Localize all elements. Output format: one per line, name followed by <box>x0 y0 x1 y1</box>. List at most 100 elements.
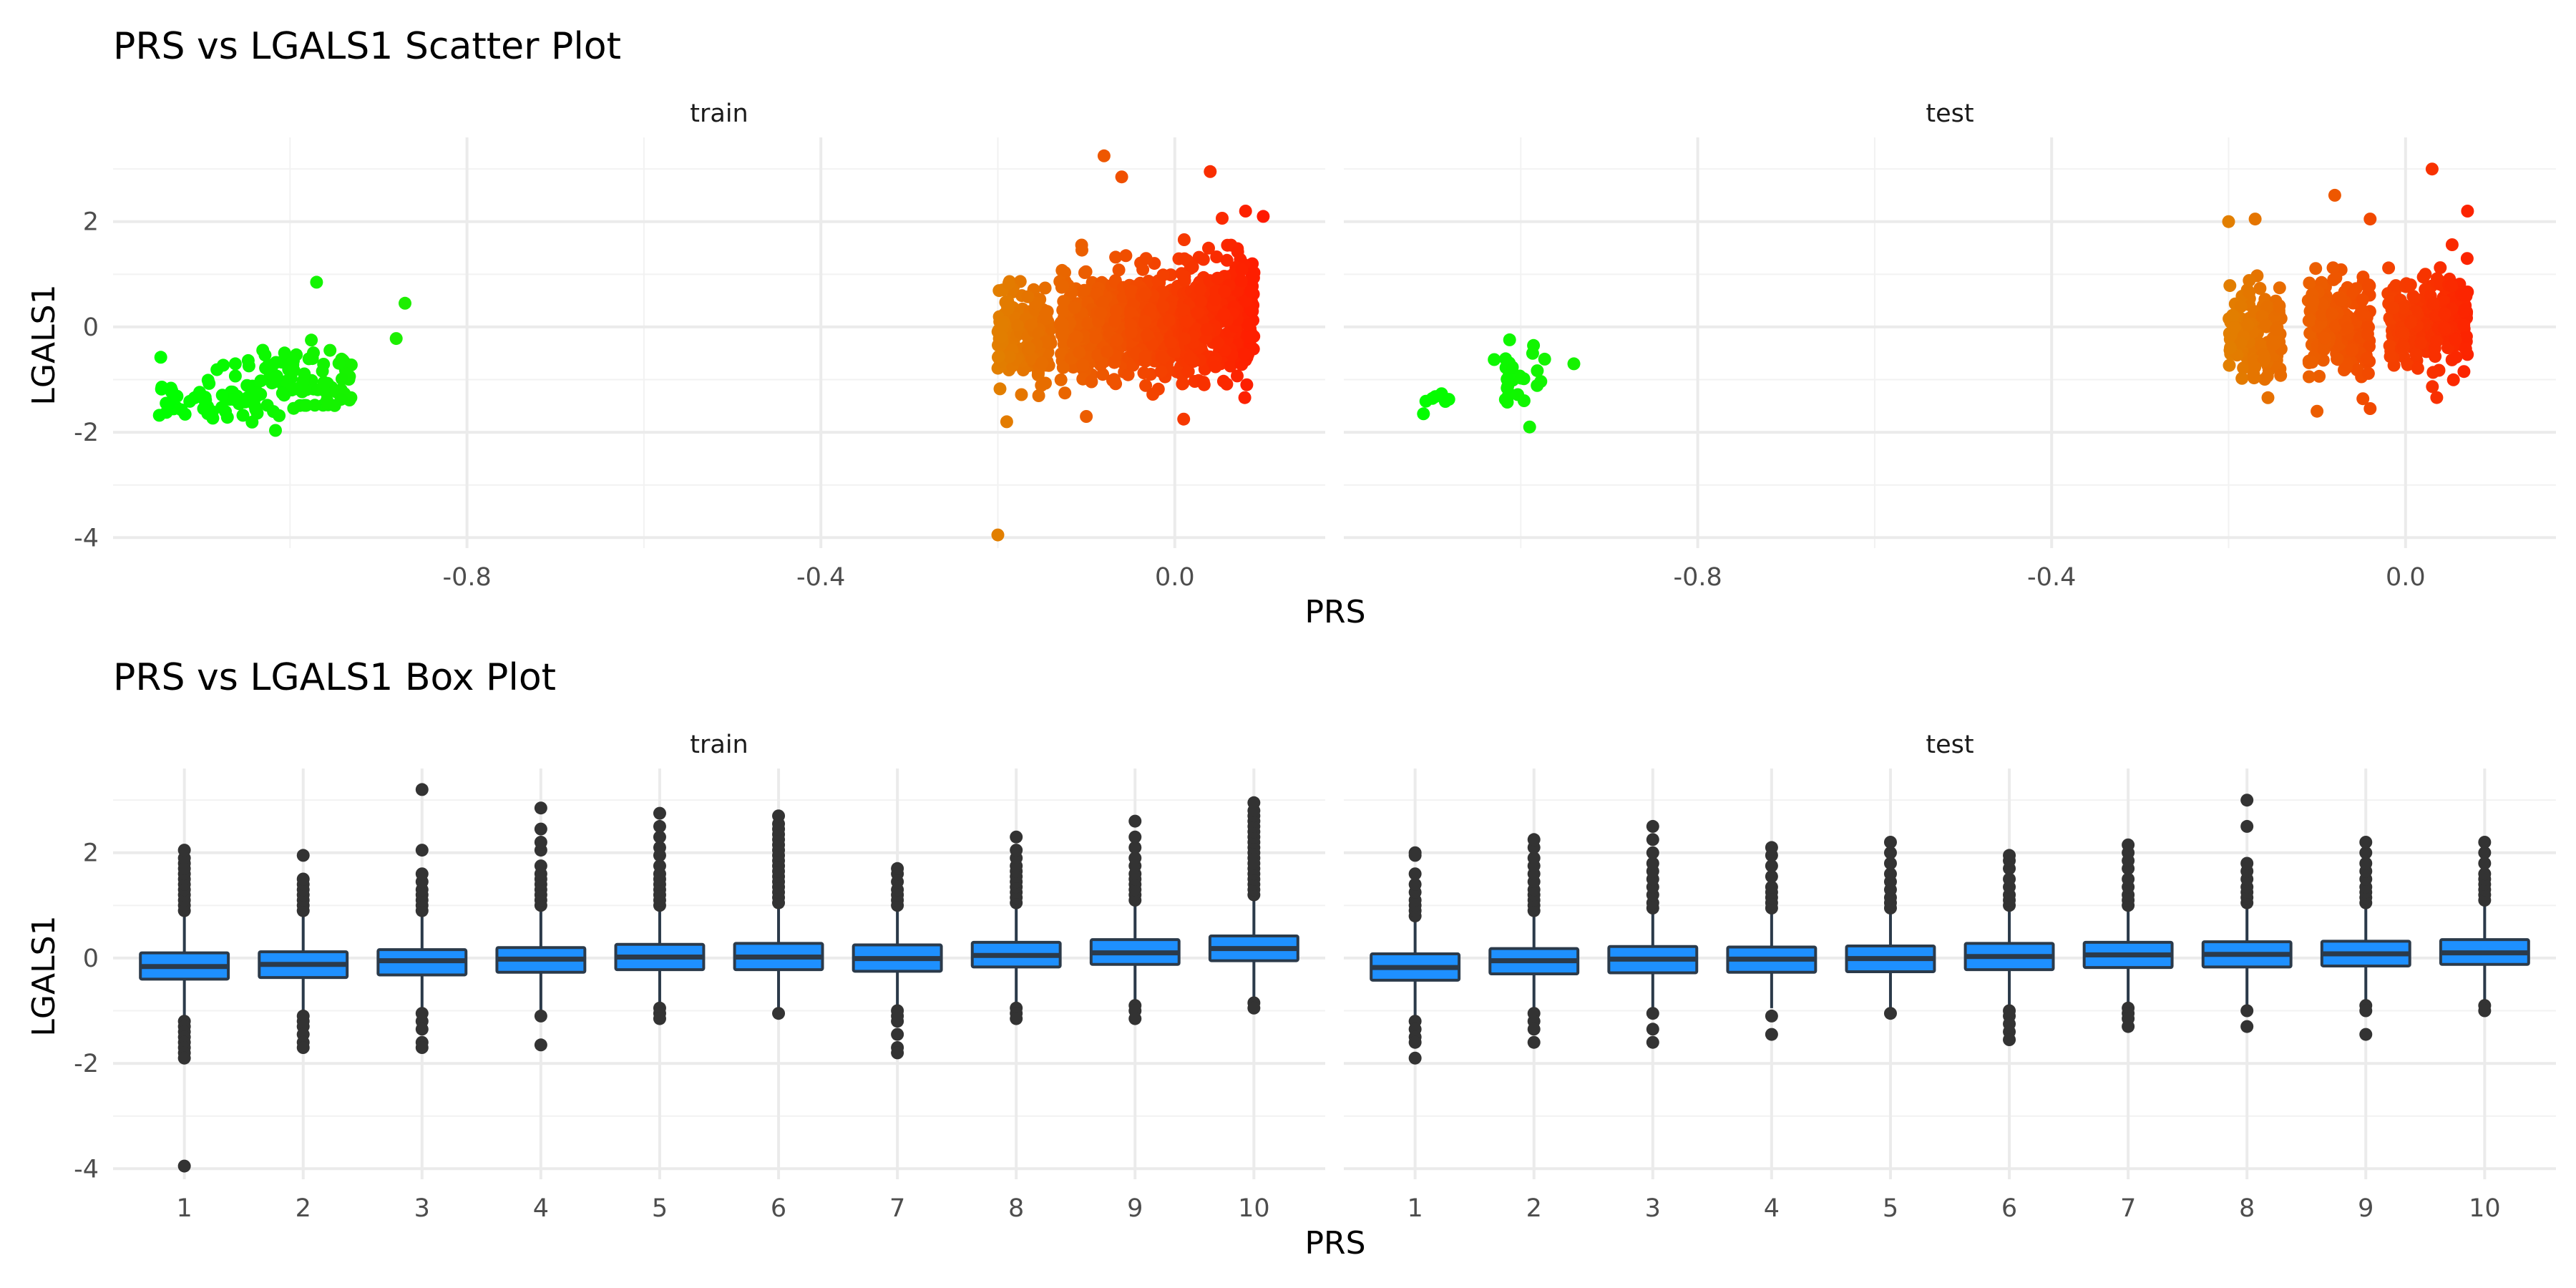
box-outlier <box>296 849 310 862</box>
box-outlier <box>1010 1012 1023 1025</box>
scatter-point <box>270 369 283 383</box>
scatter-point <box>155 381 169 394</box>
box-outlier <box>1646 819 1659 833</box>
scatter-point <box>2261 391 2275 404</box>
scatter-point <box>278 346 291 360</box>
scatter-point <box>1146 388 1160 401</box>
scatter-point <box>1246 271 1260 285</box>
box-outlier <box>1247 1001 1261 1015</box>
box-x-tick-label: 3 <box>414 1194 430 1223</box>
scatter-point <box>1178 270 1191 283</box>
scatter-point <box>1178 332 1191 346</box>
scatter-point <box>201 407 215 420</box>
scatter-point <box>1231 369 1244 383</box>
box-outlier <box>1765 869 1778 883</box>
box-group-9 <box>2320 836 2411 1041</box>
scatter-point <box>1112 263 1126 277</box>
box-group-2 <box>258 849 349 1054</box>
box-group-3 <box>376 783 468 1054</box>
scatter-y-tick-label: 2 <box>83 208 99 237</box>
scatter-point <box>2449 351 2463 364</box>
box-outlier <box>2359 1004 2373 1018</box>
scatter-point <box>2257 354 2270 367</box>
scatter-y-tick-label: 0 <box>83 313 99 342</box>
scatter-point <box>1023 341 1036 355</box>
scatter-x-tick-label: 0.0 <box>1155 563 1195 592</box>
box-outlier <box>891 862 904 875</box>
box-outlier <box>2240 819 2254 833</box>
box-panel-train: train 1 2 3 4 5 6 7 8 9 10 -4 -2 0 2 <box>74 731 1325 1223</box>
scatter-point <box>2457 365 2471 379</box>
scatter-point <box>2243 286 2256 299</box>
scatter-point <box>1210 250 1224 263</box>
box-group-1 <box>139 844 230 1173</box>
scatter-x-tick-label: -0.4 <box>796 563 845 592</box>
scatter-point <box>2266 338 2280 351</box>
scatter-point <box>2389 279 2403 293</box>
scatter-point <box>1125 326 1138 339</box>
scatter-point <box>328 399 341 412</box>
box-x-tick-label: 2 <box>296 1194 311 1223</box>
scatter-point <box>1138 287 1152 301</box>
scatter-point <box>2309 262 2323 275</box>
scatter-point <box>1101 345 1114 358</box>
scatter-point <box>2223 358 2236 372</box>
scatter-point <box>2459 342 2472 356</box>
box-outlier <box>1128 814 1142 828</box>
scatter-point <box>1517 372 1531 386</box>
scatter-point <box>2449 333 2462 346</box>
scatter-point <box>215 401 228 414</box>
scatter-point <box>2411 361 2424 375</box>
scatter-point <box>2438 307 2451 321</box>
box-x-tick-label: 8 <box>1008 1194 1024 1223</box>
scatter-point <box>2430 334 2444 348</box>
box-outlier <box>1765 880 1778 894</box>
box-outlier <box>2240 1004 2254 1018</box>
scatter-point <box>1156 351 1169 364</box>
scatter-x-tick-label: -0.4 <box>2027 563 2076 592</box>
scatter-point <box>389 332 403 346</box>
scatter-point <box>1011 318 1025 332</box>
box-group-8 <box>2201 794 2293 1033</box>
scatter-point <box>2460 252 2474 265</box>
box-outlier <box>1128 1012 1142 1025</box>
scatter-point <box>2430 391 2444 404</box>
scatter-point <box>2248 213 2262 226</box>
scatter-point <box>1075 243 1088 257</box>
box-group-4 <box>1726 841 1818 1041</box>
scatter-point <box>1056 361 1070 374</box>
box-group-2 <box>1488 833 1580 1049</box>
box-outlier <box>653 841 666 854</box>
scatter-point <box>2334 293 2348 307</box>
scatter-point <box>1538 352 1551 366</box>
scatter-point <box>2269 323 2283 336</box>
scatter-point <box>1211 271 1224 285</box>
scatter-point <box>1138 349 1152 363</box>
scatter-point <box>1523 420 1536 434</box>
scatter-point <box>1202 241 1215 255</box>
scatter-point <box>2395 326 2408 339</box>
scatter-point <box>2363 402 2377 415</box>
scatter-point <box>2458 303 2472 317</box>
scatter-point <box>1094 306 1108 320</box>
scatter-point <box>2356 392 2370 406</box>
box-x-tick-label: 5 <box>1883 1194 1898 1223</box>
scatter-point <box>1417 407 1430 421</box>
scatter-point <box>1240 378 1254 391</box>
scatter-x-tick-label: -0.8 <box>442 563 491 592</box>
scatter-point <box>317 358 331 371</box>
scatter-point <box>1141 328 1154 342</box>
box-group-1 <box>1370 846 1461 1065</box>
scatter-point <box>1056 279 1070 293</box>
scatter-point <box>2315 275 2328 289</box>
scatter-point <box>269 356 283 369</box>
box-outlier <box>296 1041 310 1054</box>
scatter-point <box>1054 373 1068 386</box>
box-outlier <box>1128 830 1142 844</box>
box-outlier <box>415 783 429 796</box>
scatter-point <box>2329 271 2343 285</box>
box-group-8 <box>970 830 1062 1025</box>
scatter-point <box>2224 341 2237 354</box>
box-group-6 <box>1963 849 2055 1046</box>
scatter-point <box>2361 327 2374 341</box>
